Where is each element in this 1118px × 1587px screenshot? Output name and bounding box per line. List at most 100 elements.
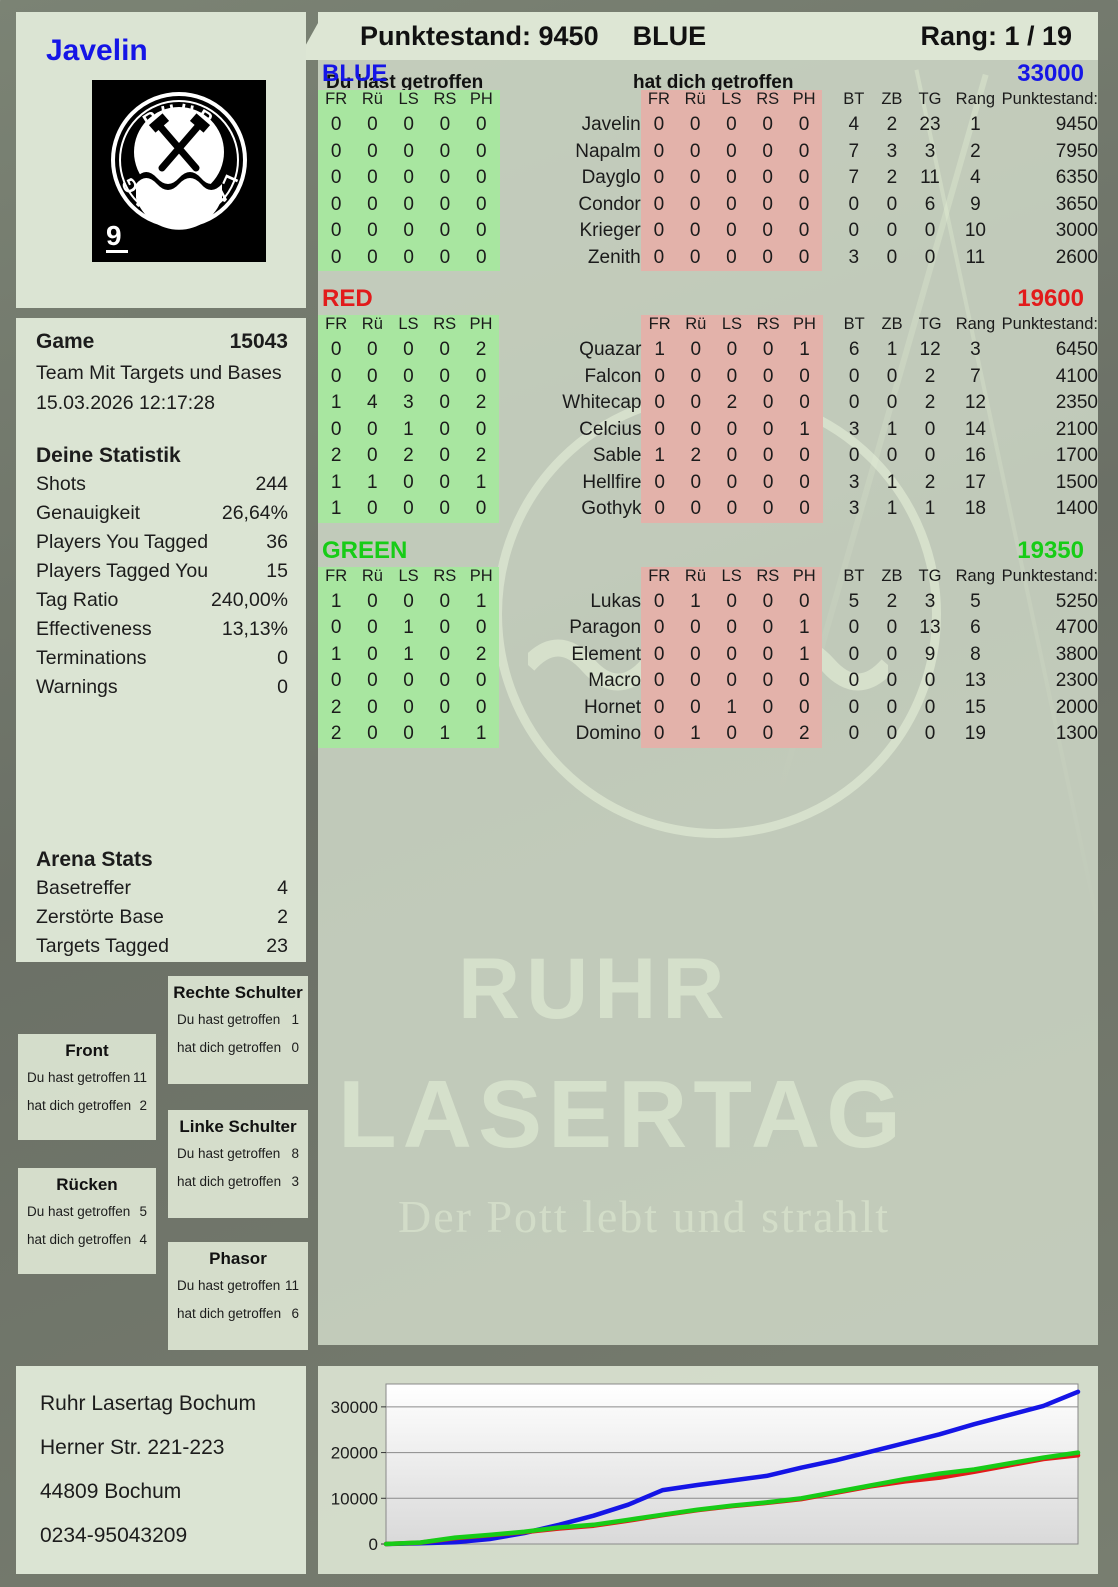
stat-label: Players You Tagged [36,531,209,553]
table-row[interactable]: 0 0 1 0 0 Celcius 0 0 0 0 1 3 1 0 14 2100 [318,416,1098,443]
table-row[interactable]: 0 0 0 0 0 Dayglo 0 0 0 0 0 7 2 11 4 6350 [318,165,1098,192]
cell-tg: 0 [924,670,936,691]
cell-you: 1 [318,496,355,523]
table-row[interactable]: 2 0 0 1 1 Domino 0 1 0 0 2 0 0 0 19 1300 [318,721,1098,748]
cell-you: 0 [318,668,355,695]
table-row[interactable]: 0 0 0 0 0 Napalm 0 0 0 0 0 7 3 3 2 7950 [318,138,1098,165]
chart-ytick-label: 0 [369,1535,378,1554]
stat-value: 0 [277,676,288,698]
spacer [822,112,835,139]
table-row[interactable]: 0 0 0 0 0 Javelin 0 0 0 0 0 4 2 23 1 9450 [318,112,1098,139]
cell-them: 0 [677,694,714,721]
col-head-points: Punktestand: [1001,315,1098,333]
zone-title: Rechte Schulter [173,983,303,1002]
cell-you: 0 [390,469,427,496]
cell-zb: 0 [886,445,898,466]
cell-them: 0 [640,244,678,271]
cell-rang: 16 [964,445,986,466]
table-row[interactable]: 2 0 2 0 2 Sable 1 2 0 0 0 0 0 0 16 1700 [318,443,1098,470]
cell-you: 0 [426,588,463,615]
zone-got-hit-value: 3 [291,1174,299,1189]
cell-them: 0 [713,721,750,748]
col-head-them-Rü: Rü [677,566,714,589]
cell-them: 0 [785,112,823,139]
cell-them: 0 [785,165,823,192]
cell-you: 1 [318,390,355,417]
table-row[interactable]: 0 0 0 0 2 Quazar 1 0 0 0 1 6 1 12 3 6450 [318,337,1098,364]
cell-them: 0 [677,496,714,523]
spacer [822,192,835,219]
game-label: Game [36,330,95,353]
spacer [823,443,835,470]
header-you-tagged: Du hast getroffen [326,72,484,93]
cell-you: 1 [462,469,500,496]
spacer [499,315,641,337]
zone-card-ruecken: Rücken Du hast getroffen 5 hat dich getr… [18,1168,156,1274]
cell-them: 0 [713,363,750,390]
cell-them: 0 [749,668,787,695]
cell-player-name: Hellfire [582,471,642,493]
spacer [822,165,835,192]
cell-them: 0 [677,165,714,192]
zone-hit-row: Du hast getroffen 11 [168,1278,308,1293]
arena-label: Targets Tagged [36,935,169,957]
spacer [823,470,835,497]
cell-points: 6350 [1055,167,1098,188]
table-row[interactable]: 1 4 3 0 2 Whitecap 0 0 2 0 0 0 0 2 12 2350 [318,390,1098,417]
cell-you: 0 [462,496,500,523]
arena-row: Basetreffer 4 [36,877,288,900]
cell-them: 0 [786,694,823,721]
table-row[interactable]: 0 0 0 0 0 Falcon 0 0 0 0 0 0 0 2 7 4100 [318,363,1098,390]
cell-points: 1300 [1055,723,1098,744]
cell-player-name: Javelin [581,114,641,135]
col-head-them-PH: PH [786,315,823,337]
cell-them: 0 [641,390,678,417]
table-row[interactable]: 0 0 0 0 0 Macro 0 0 0 0 0 0 0 0 13 2300 [318,668,1098,695]
cell-you: 0 [462,363,500,390]
cell-them: 0 [641,694,678,721]
cell-points: 1500 [1055,471,1098,493]
player-card: Javelin RUHR LASERTAG 9 [16,12,306,308]
zone-hit-value: 11 [132,1070,147,1085]
col-head-you-RS: RS [426,315,463,337]
cell-zb: 0 [886,365,898,387]
cell-them: 0 [749,615,787,642]
chart-line-blue [383,1389,1081,1547]
table-row[interactable]: 0 0 1 0 0 Paragon 0 0 0 0 1 0 0 13 6 4700 [318,615,1098,642]
spacer [822,245,835,272]
zone-got-hit-row: hat dich getroffen 4 [18,1232,156,1247]
table-header-row: FR Rü LS RS PH FR Rü LS RS PH BT ZB TG Rang Punktestan… [318,315,1098,337]
table-row[interactable]: 0 0 0 0 0 Zenith 0 0 0 0 0 3 0 0 11 2600 [318,244,1098,272]
col-head-them-FR: FR [641,566,678,589]
table-row[interactable]: 1 0 1 0 2 Element 0 0 0 0 1 0 0 9 8 3800 [318,641,1098,668]
table-row[interactable]: 0 0 0 0 0 Condor 0 0 0 0 0 0 0 6 9 3650 [318,191,1098,219]
table-row[interactable]: 2 0 0 0 0 Hornet 0 0 1 0 0 0 0 0 15 2000 [318,694,1098,721]
col-head-them-LS: LS [713,566,750,589]
cell-them: 1 [677,588,714,615]
cell-them: 0 [749,244,786,271]
stat-value: 15 [266,560,288,582]
zone-got-hit-label: hat dich getroffen [177,1040,282,1055]
cell-player-name: Celcius [579,418,642,440]
table-row[interactable]: 1 0 0 0 1 Lukas 0 1 0 0 0 5 2 3 5 5250 [318,588,1098,615]
cell-tg: 23 [919,114,941,135]
cell-you: 0 [462,694,500,721]
zone-hit-value: 8 [291,1146,299,1161]
cell-tg: 2 [924,365,936,387]
col-head-you-PH: PH [462,566,500,589]
cell-zb: 0 [886,643,898,665]
zone-title: Front [65,1041,109,1060]
zone-got-hit-label: hat dich getroffen [27,1232,132,1247]
cell-points: 7950 [1055,140,1098,162]
table-row[interactable]: 1 1 0 0 1 Hellfire 0 0 0 0 0 3 1 2 17 1500 [318,469,1098,497]
table-row[interactable]: 1 0 0 0 0 Gothyk 0 0 0 0 0 3 1 1 18 1400 [318,496,1098,523]
zone-got-hit-value: 4 [139,1232,147,1247]
col-head-you-Rü: Rü [354,315,391,337]
cell-player-name: Gothyk [581,498,642,519]
cell-rang: 7 [970,365,981,387]
col-head-you-LS: LS [390,315,427,337]
cell-you: 0 [354,337,391,364]
col-head-you-Rü: Rü [354,566,391,589]
table-row[interactable]: 0 0 0 0 0 Krieger 0 0 0 0 0 0 0 0 10 3000 [318,218,1098,245]
zone-hit-value: 1 [291,1012,299,1027]
